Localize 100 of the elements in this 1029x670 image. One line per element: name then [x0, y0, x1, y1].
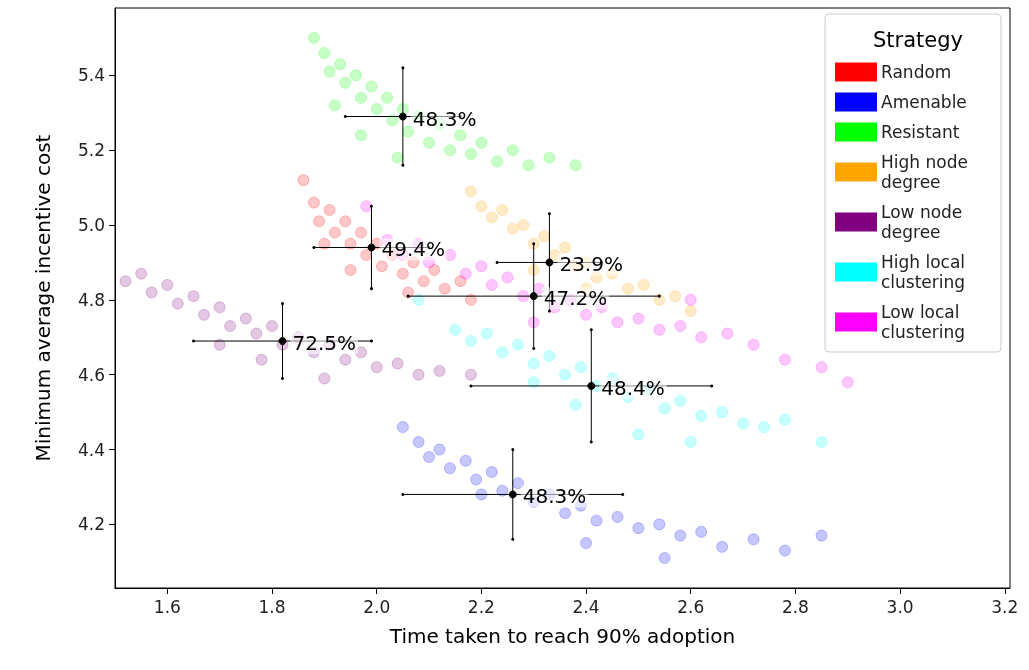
point — [674, 394, 687, 407]
point — [323, 204, 336, 217]
point — [506, 144, 519, 157]
annotation: 23.9% — [559, 252, 623, 277]
point — [459, 267, 472, 280]
point — [145, 286, 158, 299]
legend-label: Random — [881, 62, 952, 82]
point — [355, 129, 367, 142]
point — [496, 346, 509, 359]
point — [496, 204, 509, 217]
point — [161, 278, 174, 291]
y-tick-label: 4.6 — [77, 364, 105, 385]
point — [674, 320, 687, 333]
point — [464, 368, 477, 381]
point — [239, 312, 252, 325]
point — [658, 552, 671, 565]
point — [747, 338, 760, 351]
annotation: 48.3% — [522, 484, 587, 509]
point — [475, 136, 488, 149]
point — [412, 368, 425, 381]
point — [517, 219, 530, 232]
point — [438, 282, 451, 295]
point — [349, 69, 362, 82]
point — [695, 525, 708, 538]
point — [485, 278, 498, 291]
point — [512, 338, 525, 351]
point — [334, 58, 347, 71]
point — [716, 540, 729, 553]
point — [815, 529, 828, 542]
point — [433, 364, 446, 377]
y-tick-label: 4.4 — [77, 439, 105, 460]
point — [496, 484, 509, 497]
x-tick-label: 2.2 — [467, 596, 495, 617]
point — [224, 320, 237, 333]
point — [684, 305, 697, 318]
point — [632, 428, 645, 441]
point — [197, 308, 210, 321]
point — [464, 185, 477, 198]
legend-label: Low node degree — [881, 202, 968, 242]
point — [370, 103, 383, 116]
legend-label: High node degree — [881, 152, 974, 192]
point — [778, 544, 791, 557]
point — [365, 80, 378, 93]
point — [506, 222, 519, 235]
point — [318, 372, 331, 385]
point — [695, 409, 708, 422]
point — [522, 159, 535, 172]
x-tick-label: 2.4 — [572, 596, 600, 617]
point — [758, 421, 771, 434]
point — [621, 282, 634, 295]
point — [454, 275, 467, 288]
point — [527, 237, 540, 250]
point — [355, 226, 367, 239]
point — [344, 237, 357, 250]
point — [464, 147, 477, 160]
point — [250, 327, 263, 340]
point — [464, 335, 477, 348]
point — [590, 514, 603, 527]
x-tick-label: 2.8 — [781, 596, 809, 617]
point — [737, 417, 750, 430]
point — [543, 151, 556, 164]
point — [360, 200, 373, 213]
x-tick-label: 2.6 — [677, 596, 705, 617]
point — [684, 293, 697, 306]
legend-label: High local clustering — [881, 252, 971, 292]
point — [266, 320, 279, 333]
point — [339, 353, 352, 366]
point — [307, 31, 320, 44]
x-axis-title: Time taken to reach 90% adoption — [388, 624, 736, 648]
y-tick-label: 4.8 — [77, 289, 105, 310]
point — [412, 436, 425, 449]
point — [580, 308, 593, 321]
point — [716, 406, 729, 419]
point — [658, 402, 671, 415]
point — [433, 443, 446, 456]
point — [538, 230, 551, 243]
point — [475, 200, 488, 213]
y-tick-label: 4.2 — [77, 514, 105, 535]
point — [318, 237, 331, 250]
point — [443, 462, 456, 475]
point — [396, 421, 409, 434]
annotation: 72.5% — [292, 331, 357, 356]
y-tick-label: 5.2 — [77, 140, 105, 161]
point — [402, 286, 415, 299]
point — [339, 215, 352, 228]
point — [778, 413, 791, 426]
point — [491, 155, 504, 168]
point — [443, 144, 456, 157]
point — [485, 211, 498, 224]
point — [370, 361, 383, 374]
point — [674, 529, 687, 542]
point — [423, 136, 436, 149]
point — [297, 174, 310, 187]
point — [778, 353, 791, 366]
point — [721, 327, 734, 340]
point — [307, 196, 320, 209]
point — [669, 290, 682, 303]
y-axis-title: Minimum average incentive cost — [31, 134, 55, 462]
point — [323, 65, 336, 78]
point — [391, 151, 404, 164]
